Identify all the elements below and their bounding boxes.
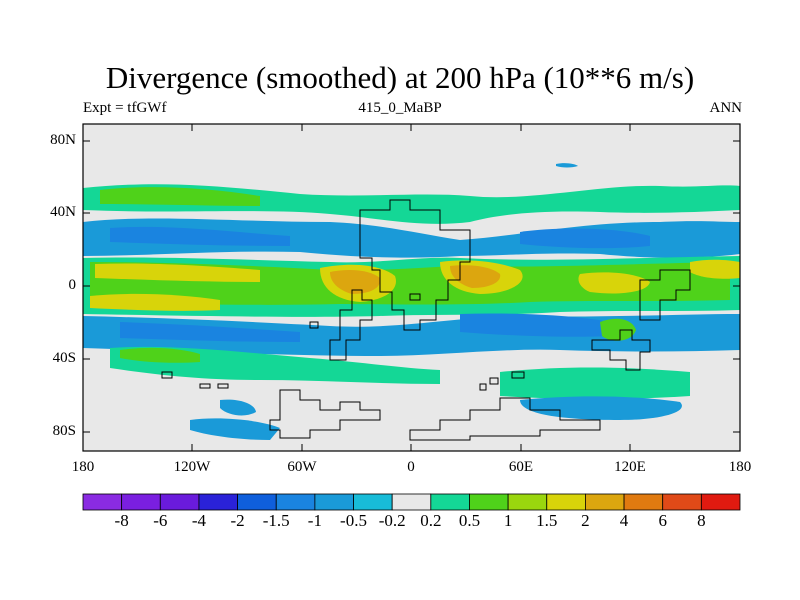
contour-band-tropical-positive-high-dateline: [690, 259, 740, 279]
colorbar-swatch: [198, 493, 238, 511]
contour-band-sh-positive-island: [600, 318, 636, 341]
colorbar-swatch: [82, 493, 123, 511]
contour-field: [83, 124, 740, 451]
colorbar-swatch: [469, 493, 509, 511]
colorbar-label: -0.2: [378, 511, 406, 530]
contour-band-tropical-positive-high-west: [95, 263, 260, 282]
colorbar-swatch: [700, 493, 741, 511]
colorbar-label: -1.5: [262, 511, 290, 530]
lon-label-120w: 120W: [173, 459, 211, 475]
coastline-island-mid: [309, 321, 319, 329]
colorbar-swatch: [275, 493, 316, 511]
colorbar-swatch: [353, 493, 393, 511]
contour-band-sh-negative-core-west: [120, 322, 300, 342]
colorbar-label: -1: [307, 511, 322, 530]
lon-label-0: 0: [407, 459, 415, 475]
contour-band-tropical-positive-peak-africa: [450, 265, 501, 288]
experiment-label: Expt = tfGWf: [83, 100, 167, 116]
coastlines: [161, 199, 691, 441]
lon-label-60w: 60W: [287, 459, 317, 475]
coastline-antarctic-peninsula: [269, 389, 381, 439]
colorbar-label: 2: [581, 511, 590, 530]
coastline-island-southwest: [161, 371, 173, 379]
coastline-australia: [591, 329, 651, 371]
season-label: ANN: [709, 100, 743, 116]
colorbar-swatch: [546, 493, 586, 511]
lat-label-80s: 80S: [52, 423, 76, 439]
colorbar-label: 4: [619, 511, 629, 530]
contour-band-nh-negative-core-east: [520, 228, 650, 249]
plot-title: Divergence (smoothed) at 200 hPa (10**6 …: [105, 60, 695, 95]
lon-label-120e: 120E: [614, 459, 646, 475]
contour-band-antarctic-negative: [190, 418, 280, 440]
colorbar-label: -2: [230, 511, 245, 530]
colorbar-label: -8: [114, 511, 129, 530]
colorbar-swatch: [314, 493, 354, 511]
lon-label-180w: 180: [71, 459, 95, 475]
lon-label-60e: 60E: [508, 459, 534, 475]
colorbar-label: 1: [503, 511, 513, 530]
coastline-antarctica: [409, 397, 601, 441]
lat-label-40s: 40S: [52, 350, 76, 366]
contour-band-arctic-negative: [556, 163, 578, 168]
colorbar-label: -0.5: [340, 511, 367, 530]
lat-label-0: 0: [68, 277, 77, 293]
coastline-island-equator: [409, 293, 421, 301]
contour-band-tropical-positive-peak-atlantic: [330, 270, 381, 294]
coastline-south-america: [329, 289, 373, 361]
colorbar-swatch: [430, 493, 470, 511]
colorbar-swatch: [507, 493, 548, 511]
contour-band-nh-negative: [83, 218, 740, 258]
coastline-islands-south-atlantic: [479, 371, 525, 391]
colorbar-label: 8: [697, 511, 706, 530]
colorbar-label: -6: [153, 511, 168, 530]
coastline-maritime: [639, 269, 691, 321]
colorbar-swatch: [237, 493, 277, 511]
colorbar-swatch: [623, 493, 664, 511]
coastline-africa-europe: [359, 199, 471, 331]
case-label: 415_0_MaBP: [358, 100, 442, 116]
contour-band-nh-positive-core: [100, 187, 260, 206]
contour-band-sh-positive-indian: [500, 367, 690, 399]
colorbar-swatch: [121, 493, 161, 511]
contour-band-tropical-positive-high-east: [578, 272, 650, 294]
coastline-islands-south: [199, 383, 229, 389]
colorbar-swatch: [159, 493, 200, 511]
colorbar-swatch: [391, 493, 432, 511]
colorbar-swatch: [585, 493, 625, 511]
axis-ticks: [83, 124, 740, 451]
colorbar-label: 0.2: [420, 511, 442, 530]
colorbar-label: 0.5: [458, 511, 481, 530]
colorbar-label: 1.5: [536, 511, 558, 530]
contour-band-sh-positive-south-core: [120, 347, 200, 363]
contour-band-nh-negative-core: [110, 226, 290, 246]
contour-band-antarctic-negative-small: [220, 399, 256, 416]
colorbar: [82, 493, 741, 511]
lat-label-80n: 80N: [50, 132, 76, 148]
colorbar-label: -4: [191, 511, 207, 530]
contour-band-sh-positive-high-west: [90, 293, 220, 311]
colorbar-swatch: [662, 493, 702, 511]
lon-label-180e: 180: [728, 459, 752, 475]
colorbar-label: 6: [658, 511, 667, 530]
lat-label-40n: 40N: [50, 204, 76, 220]
contour-band-sh-negative-core-east: [460, 313, 610, 337]
